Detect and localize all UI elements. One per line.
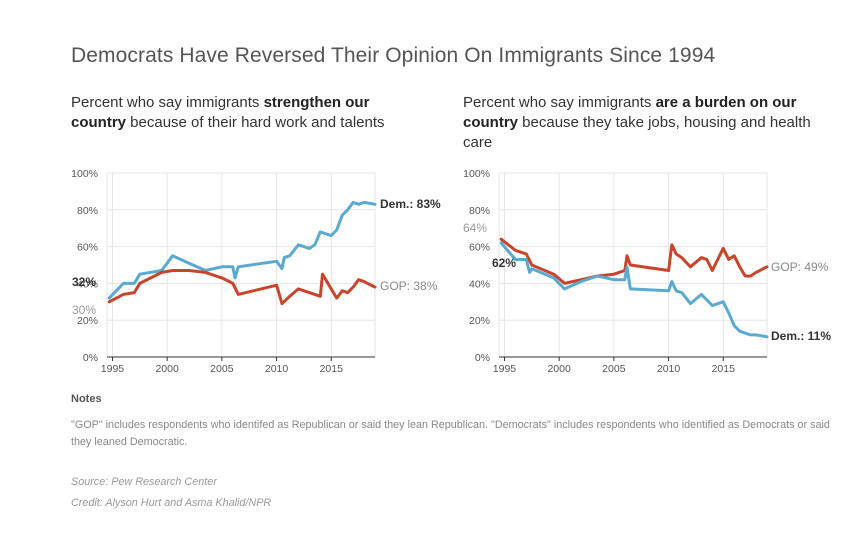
right-chart-series-gop-line — [499, 237, 769, 285]
right-subtitle-pre: Percent who say immigrants — [463, 94, 656, 111]
left-chart-x-tick-label: 2015 — [320, 363, 344, 375]
right-chart-subtitle: Percent who say immigrants are a burden … — [463, 93, 823, 153]
left-chart-y-tick-label: 20% — [77, 315, 98, 327]
left-chart-x-tick-label: 2000 — [155, 363, 179, 375]
left-chart-annotation-gop_start: 30% — [72, 303, 96, 317]
left-chart-subtitle: Percent who say immigrants strengthen ou… — [71, 93, 441, 133]
page-title: Democrats Have Reversed Their Opinion On… — [71, 44, 716, 67]
right-chart-series-dem-line — [499, 241, 769, 339]
right-chart-annotation-gop_end: GOP: 49% — [771, 260, 829, 274]
right-chart-x-tick-label: 2005 — [602, 363, 626, 375]
left-subtitle-pre: Percent who say immigrants — [71, 94, 264, 111]
right-chart-y-tick-label: 60% — [469, 242, 490, 254]
left-chart-annotation-dem_start: 32% — [72, 275, 96, 289]
right-subtitle-bold1: are a burden on our — [655, 94, 797, 111]
right-line-chart: 0% 20% 40% 60% 80% 100% 1995 2000 2005 2010 2015 64… — [463, 168, 831, 375]
right-chart-annotation-gop_start: 64% — [463, 221, 487, 235]
left-subtitle-post: because of their hard work and talents — [126, 114, 385, 131]
right-chart-y-tick-label: 40% — [469, 278, 490, 290]
left-subtitle-bold2: country — [71, 114, 127, 131]
left-chart-y-tick-label: 0% — [83, 352, 98, 364]
left-chart-series-dem-line — [107, 200, 377, 300]
credit-line: Credit: Alyson Hurt and Asma Khalid/NPR — [71, 497, 272, 509]
left-chart-y-tick-label: 80% — [77, 205, 98, 217]
left-chart-annotation-gop_end: GOP: 38% — [380, 279, 438, 293]
right-chart-y-tick-label: 0% — [475, 352, 490, 364]
left-chart-y-tick-label: 60% — [77, 242, 98, 254]
left-chart-y-tick-label: 40% — [77, 278, 98, 290]
left-chart-x-tick-label: 2010 — [265, 363, 289, 375]
left-line-chart: 0% 20% 40% 60% 80% 100% 1995 2000 2005 2010 2015 32… — [71, 168, 441, 375]
right-chart-y-tick-label: 80% — [469, 205, 490, 217]
left-chart-x-tick-label: 1995 — [101, 363, 125, 375]
left-chart-annotation-dem_end: Dem.: 83% — [380, 197, 441, 211]
right-chart-x-tick-label: 2010 — [657, 363, 681, 375]
right-chart-x-tick-label: 1995 — [493, 363, 517, 375]
notes-heading: Notes — [71, 393, 102, 405]
right-chart-y-tick-label: 100% — [463, 168, 490, 180]
right-chart-x-tick-label: 2000 — [547, 363, 571, 375]
right-chart-annotation-dem_start: 62% — [492, 256, 516, 270]
left-subtitle-bold1: strengthen our — [263, 94, 370, 111]
right-subtitle-post: because they take jobs, housing and heal… — [463, 114, 811, 151]
right-chart-annotation-dem_end: Dem.: 11% — [771, 329, 831, 343]
right-chart-x-tick-label: 2015 — [712, 363, 736, 375]
notes-text: "GOP" includes respondents who identifed… — [71, 419, 830, 448]
left-chart-series-gop-line — [107, 269, 377, 306]
right-chart-y-tick-label: 20% — [469, 315, 490, 327]
right-subtitle-bold2: country — [463, 114, 519, 131]
left-chart-x-tick-label: 2005 — [210, 363, 234, 375]
left-chart-y-tick-label: 100% — [71, 168, 98, 180]
source-line: Source: Pew Research Center — [71, 476, 217, 488]
